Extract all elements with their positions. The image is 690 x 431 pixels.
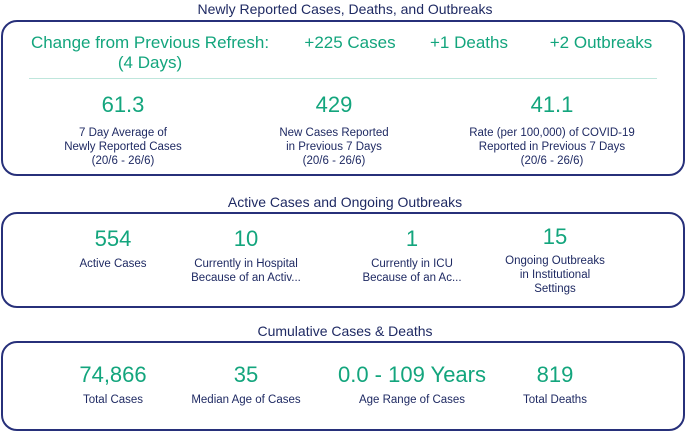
label-line: (20/6 - 26/6)	[302, 155, 366, 167]
currently-in-icu-value: 1	[405, 226, 419, 251]
label-line: (20/6 - 26/6)	[520, 155, 584, 167]
change-deaths: +1 Deaths	[430, 33, 508, 52]
currently-in-hospital-label: Currently in Hospital Because of an Acti…	[176, 257, 316, 285]
label-line: Settings	[534, 283, 576, 295]
new-cases-7-days-label: New Cases Reported in Previous 7 Days (2…	[244, 126, 424, 168]
label-line: Currently in ICU	[371, 258, 453, 270]
age-range-label: Age Range of Cases	[358, 394, 466, 406]
change-label-line2: (4 Days)	[117, 53, 183, 72]
total-cases-value: 74,866	[79, 362, 147, 387]
change-label-line1: Change from Previous Refresh:	[30, 33, 270, 52]
seven-day-average-value: 61.3	[101, 92, 145, 117]
label-line: Because of an Activ...	[191, 272, 301, 284]
label-line: New Cases Reported	[279, 127, 389, 139]
newly-reported-panel: Change from Previous Refresh: (4 Days) +…	[1, 20, 685, 176]
change-outbreaks: +2 Outbreaks	[549, 33, 653, 52]
cumulative-panel: 74,866 Total Cases 35 Median Age of Case…	[1, 341, 685, 431]
label-line: in Previous 7 Days	[286, 141, 382, 153]
ongoing-outbreaks-value: 15	[542, 224, 568, 249]
total-deaths-value: 819	[536, 362, 574, 387]
age-range-value: 0.0 - 109 Years	[337, 362, 486, 387]
active-cases-panel: 554 Active Cases 10 Currently in Hospita…	[1, 212, 685, 308]
median-age-label: Median Age of Cases	[191, 394, 301, 406]
label-line: Rate (per 100,000) of COVID-19	[469, 127, 635, 139]
label-line: Currently in Hospital	[194, 258, 298, 270]
label-line: 7 Day Average of	[78, 127, 167, 139]
median-age-value: 35	[233, 362, 259, 387]
label-line: (20/6 - 26/6)	[91, 155, 155, 167]
rate-per-100k-label: Rate (per 100,000) of COVID-19 Reported …	[452, 126, 652, 168]
total-deaths-label: Total Deaths	[523, 394, 587, 406]
label-line: Because of an Ac...	[362, 272, 462, 284]
label-line: Newly Reported Cases	[64, 141, 182, 153]
label-line: in Institutional	[519, 269, 591, 281]
active-cases-title: Active Cases and Ongoing Outbreaks	[227, 194, 463, 210]
ongoing-outbreaks-label: Ongoing Outbreaks in Institutional Setti…	[485, 254, 625, 296]
label-line: Reported in Previous 7 Days	[478, 141, 626, 153]
rate-per-100k-value: 41.1	[530, 92, 574, 117]
currently-in-icu-label: Currently in ICU Because of an Ac...	[342, 257, 482, 285]
new-cases-7-days-value: 429	[315, 92, 353, 117]
cumulative-title: Cumulative Cases & Deaths	[257, 323, 433, 339]
change-divider	[29, 78, 657, 79]
change-label: Change from Previous Refresh: (4 Days)	[25, 33, 275, 73]
currently-in-hospital-value: 10	[233, 226, 259, 251]
newly-reported-title: Newly Reported Cases, Deaths, and Outbre…	[197, 1, 493, 17]
seven-day-average-label: 7 Day Average of Newly Reported Cases (2…	[33, 126, 213, 168]
label-line: Ongoing Outbreaks	[505, 255, 605, 267]
active-cases-value: 554	[94, 226, 132, 251]
change-cases: +225 Cases	[304, 33, 396, 52]
active-cases-label: Active Cases	[79, 258, 147, 270]
total-cases-label: Total Cases	[82, 394, 144, 406]
